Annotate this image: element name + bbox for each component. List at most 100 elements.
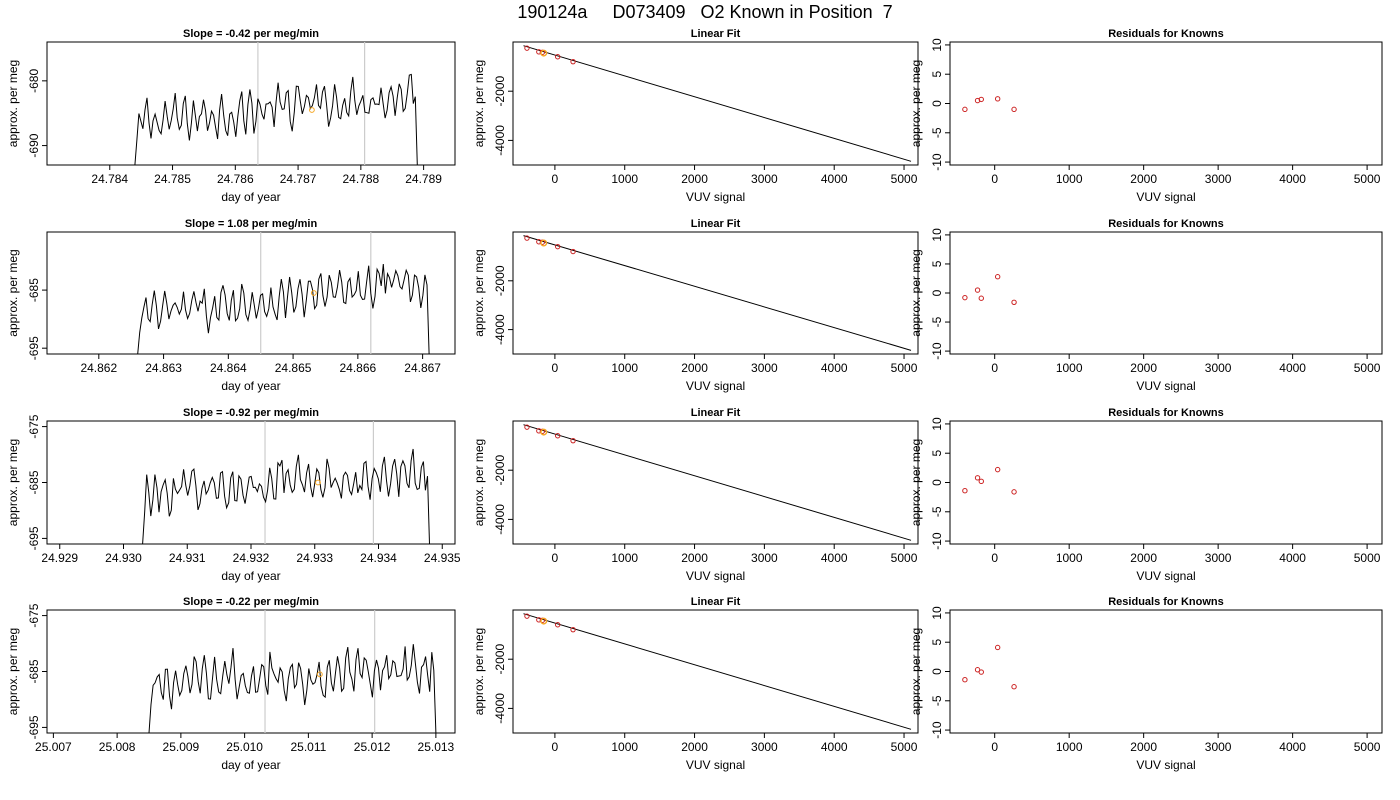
x-tick-label: 5000 <box>891 172 918 186</box>
x-tick-label: 24.865 <box>275 361 312 375</box>
residual-point <box>994 466 1001 473</box>
x-tick-label: 5000 <box>1354 740 1381 754</box>
x-tick-label: 3000 <box>751 361 778 375</box>
known-point <box>524 235 530 241</box>
x-tick-label: 3000 <box>1205 361 1232 375</box>
residual-point <box>1011 489 1017 495</box>
x-tick-label: 3000 <box>1205 551 1232 565</box>
figure-title: 190124a D073409 O2 Known in Position 7 <box>517 2 892 22</box>
x-tick-label: 2000 <box>1130 361 1157 375</box>
x-tick-label: 24.934 <box>360 551 397 565</box>
x-axis-label: day of year <box>221 190 280 204</box>
x-tick-label: 25.007 <box>35 740 72 754</box>
y-tick-label: -5 <box>930 506 944 517</box>
fit-line <box>523 45 912 162</box>
y-tick-label: -10 <box>930 153 944 171</box>
known-point <box>554 433 561 439</box>
data-trace <box>137 263 430 354</box>
known-point <box>554 243 561 250</box>
y-tick-label: -675 <box>27 603 41 627</box>
x-tick-label: 1000 <box>611 740 638 754</box>
y-tick-label: -685 <box>27 659 41 683</box>
x-tick-label: 4000 <box>1279 361 1306 375</box>
chart-panel-r2-c1: Linear Fit 0 1000 2000 3000 4000 5000 -4000 -200… <box>472 407 919 583</box>
panel-title: Residuals for Knowns <box>1108 596 1224 608</box>
x-tick-label: 2000 <box>1130 172 1157 186</box>
x-tick-label: 0 <box>991 172 998 186</box>
y-tick-label: 5 <box>930 260 944 267</box>
plot-area <box>962 644 1017 690</box>
x-tick-label: 4000 <box>821 361 848 375</box>
y-tick-label: 5 <box>930 639 944 646</box>
x-tick-label: 2000 <box>681 740 708 754</box>
residual-point <box>974 667 981 673</box>
plot-area <box>962 274 1017 305</box>
plot-frame <box>46 420 456 545</box>
y-axis-label: approx. per meg <box>472 628 486 715</box>
known-point <box>524 613 530 619</box>
chart-panel-r0-c1: Linear Fit 0 1000 2000 3000 4000 5000 -4000 -200… <box>472 28 919 204</box>
y-tick-label: -10 <box>930 721 944 739</box>
x-tick-label: 4000 <box>1279 172 1306 186</box>
x-axis-label: VUV signal <box>1136 379 1195 393</box>
x-axis-label: day of year <box>221 758 280 772</box>
x-tick-label: 2000 <box>681 551 708 565</box>
fit-line <box>523 613 912 730</box>
x-tick-label: 24.932 <box>233 551 270 565</box>
x-tick-label: 4000 <box>1279 551 1306 565</box>
y-tick-label: -680 <box>27 69 41 93</box>
x-tick-label: 24.785 <box>154 172 191 186</box>
x-tick-label: 24.784 <box>91 172 128 186</box>
y-tick-label: -5 <box>930 316 944 327</box>
y-tick-label: 0 <box>930 289 944 296</box>
chart-panel-r0-c2: Residuals for Knowns 0 1000 2000 3000 4000 500… <box>909 28 1383 204</box>
y-tick-label: -2000 <box>493 644 507 675</box>
x-tick-label: 2000 <box>681 172 708 186</box>
chart-panel-r2-c2: Residuals for Knowns 0 1000 2000 3000 4000 500… <box>909 407 1383 583</box>
known-point <box>554 54 561 60</box>
y-tick-label: 5 <box>930 71 944 78</box>
x-tick-label: 0 <box>552 361 559 375</box>
residual-point <box>1011 106 1017 113</box>
plot-area <box>523 45 912 162</box>
y-axis-label: approx. per meg <box>6 439 20 526</box>
x-tick-label: 1000 <box>611 551 638 565</box>
y-tick-label: -690 <box>27 133 41 157</box>
y-tick-label: -5 <box>930 695 944 706</box>
plot-area <box>137 232 430 354</box>
y-tick-label: -4000 <box>493 125 507 156</box>
known-point <box>554 622 561 628</box>
x-tick-label: 1000 <box>611 172 638 186</box>
x-tick-label: 24.930 <box>105 551 142 565</box>
residual-point <box>962 488 968 494</box>
residual-point <box>978 478 984 485</box>
y-axis-label: approx. per meg <box>472 439 486 526</box>
x-tick-label: 3000 <box>751 551 778 565</box>
known-point <box>570 58 576 65</box>
highlight-point <box>540 239 548 247</box>
x-tick-label: 4000 <box>821 172 848 186</box>
x-tick-label: 24.862 <box>80 361 117 375</box>
x-tick-label: 0 <box>991 361 998 375</box>
known-point <box>524 424 530 430</box>
y-axis-label: approx. per meg <box>472 60 486 147</box>
residual-point <box>962 677 968 683</box>
residual-point <box>1011 684 1017 690</box>
highlight-point <box>316 671 323 678</box>
residual-point <box>962 106 968 113</box>
y-tick-label: 10 <box>930 606 944 620</box>
x-tick-label: 2000 <box>1130 551 1157 565</box>
x-axis-label: VUV signal <box>686 569 745 583</box>
highlight-point <box>540 49 548 57</box>
plot-frame <box>46 41 456 166</box>
y-tick-label: -4000 <box>493 314 507 345</box>
x-axis-label: day of year <box>221 379 280 393</box>
panel-title: Slope = -0.42 per meg/min <box>183 28 319 40</box>
x-tick-label: 5000 <box>1354 172 1381 186</box>
y-tick-label: -685 <box>27 470 41 494</box>
highlight-point <box>540 617 548 625</box>
y-tick-label: -685 <box>27 278 41 302</box>
residual-point <box>978 96 984 103</box>
residual-point <box>978 295 984 301</box>
